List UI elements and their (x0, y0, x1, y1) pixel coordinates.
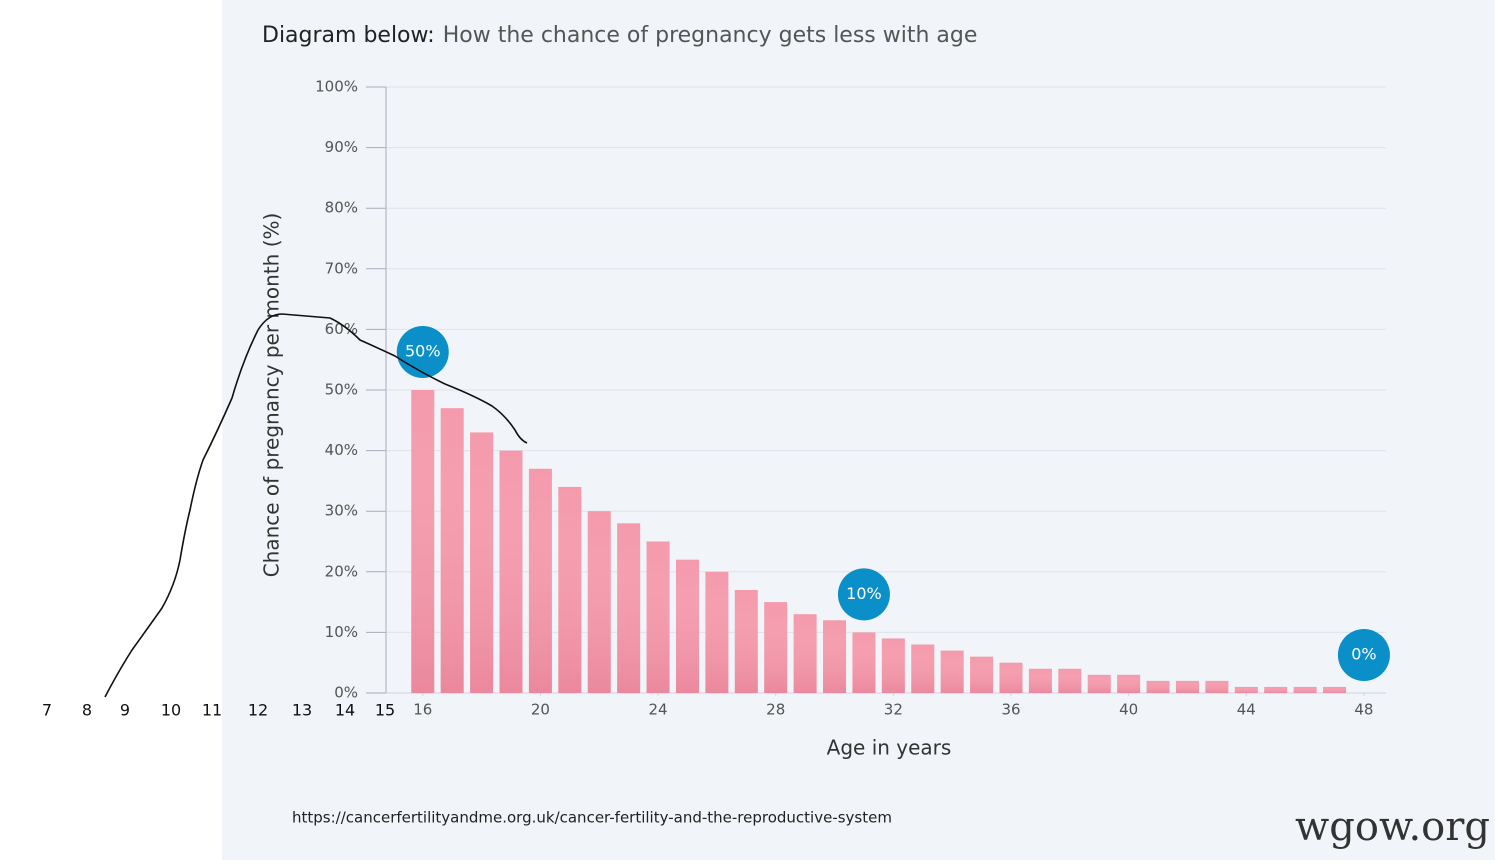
bar-shade (705, 571, 729, 693)
bar-shade (881, 638, 905, 693)
annotation-label: 0% (1351, 645, 1376, 664)
added-age-label: 13 (292, 701, 312, 720)
added-age-label: 11 (202, 701, 222, 720)
bar-shade (528, 468, 552, 693)
y-tick-label: 100% (315, 78, 358, 96)
bar-shade (558, 486, 582, 693)
x-tick-label: 24 (649, 701, 668, 719)
bar-shade (1175, 680, 1199, 693)
chart-title: Diagram below: How the chance of pregnanc… (262, 23, 977, 48)
y-tick-label: 60% (325, 320, 358, 338)
bar-shade (646, 541, 670, 693)
bar-shade (675, 559, 699, 693)
bar-shade (1293, 686, 1317, 693)
source: https://cancerfertilityandme.org.uk/canc… (292, 809, 892, 827)
added-age-label: 15 (375, 701, 395, 720)
added-age-label: 12 (248, 701, 268, 720)
y-tick-label: 90% (325, 138, 358, 156)
title-lead: Diagram below: (262, 23, 435, 48)
x-axis-label: Age in years (827, 736, 952, 760)
x-tick-label: 36 (1001, 701, 1020, 719)
title-text: How the chance of pregnancy gets less wi… (443, 23, 978, 48)
x-tick-label: 28 (766, 701, 785, 719)
bar-shade (734, 589, 758, 693)
added-age-label: 14 (335, 701, 355, 720)
watermark: wgow.org (1295, 804, 1490, 850)
hand-drawn-curve (104, 313, 528, 698)
bar-shade (1146, 680, 1170, 693)
y-tick-label: 70% (325, 259, 358, 277)
added-age-label: 8 (82, 701, 92, 720)
added-age-label: 9 (120, 701, 130, 720)
y-tick-label: 40% (325, 441, 358, 459)
bar-shade (617, 523, 641, 693)
x-tick-label: 48 (1354, 701, 1373, 719)
bar-shade (470, 432, 494, 693)
bar-shade (1205, 680, 1229, 693)
added-age-label: 7 (42, 701, 52, 720)
bar-shade (999, 662, 1023, 693)
bar-shade (911, 644, 935, 693)
y-tick-label: 80% (325, 199, 358, 217)
bar-shade (793, 614, 817, 693)
bar-shade (1058, 668, 1082, 693)
bar-shade (940, 650, 964, 693)
x-tick-label: 40 (1119, 701, 1138, 719)
bar-shade (1028, 668, 1052, 693)
bar-shade (970, 656, 994, 693)
bar-shade (764, 602, 788, 693)
plot-area: 0% 10% 20% 30% 40% 50% 60% 70% 80% 90% 100% 16 20 24 2… (315, 78, 1390, 719)
annotation-label: 10% (846, 584, 882, 603)
bar-shade (1264, 686, 1288, 693)
bar-shade (1323, 686, 1347, 693)
y-axis-label: Chance of pregnancy per month (%) (260, 213, 284, 578)
added-age-label: 10 (161, 701, 181, 720)
x-tick-label: 20 (531, 701, 550, 719)
bar-shade (1087, 674, 1111, 693)
bar-shade (852, 632, 876, 693)
y-tick-label: 10% (325, 623, 358, 641)
bar-shade (1234, 686, 1258, 693)
y-tick-label: 20% (325, 562, 358, 580)
y-tick-label: 0% (334, 684, 358, 702)
y-tick-label: 50% (325, 381, 358, 399)
x-tick-label: 44 (1237, 701, 1256, 719)
x-tick-label: 32 (884, 701, 903, 719)
annotation-bubble (1337, 629, 1390, 681)
x-tick-label: 16 (413, 701, 432, 719)
annotation-bubble (837, 568, 890, 621)
bar-shade (587, 511, 611, 693)
y-tick-label: 30% (325, 502, 358, 520)
bar-shade (499, 450, 523, 693)
bar-shade (411, 390, 435, 693)
bar-shade (1117, 674, 1141, 693)
annotation-label: 50% (405, 342, 441, 361)
bar-shade (823, 620, 847, 693)
bar-shade (440, 408, 464, 693)
